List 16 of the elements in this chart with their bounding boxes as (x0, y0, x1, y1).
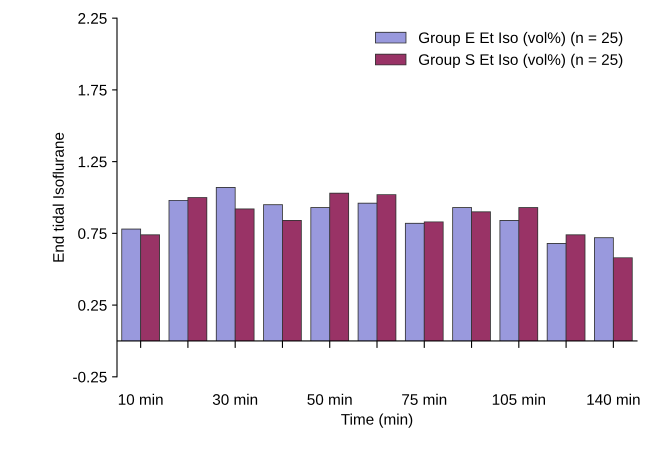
y-tick-label: 1.25 (78, 156, 107, 168)
y-axis-title: End tidal Isoflurane (52, 132, 64, 262)
x-tick-label: 10 min (118, 394, 163, 405)
legend-label: Group S Et Iso (vol%) (n = 25) (418, 54, 622, 68)
x-axis-title: Time (min) (341, 414, 412, 428)
x-tick-label: 105 min (492, 394, 546, 405)
y-tick-label: 2.25 (78, 13, 107, 24)
x-tick-label: 30 min (212, 394, 258, 405)
x-tick-label: 140 min (587, 394, 640, 405)
y-tick-label: 1.75 (78, 84, 107, 96)
legend-label: Group E Et Iso (vol%) (n = 25) (418, 32, 622, 46)
x-tick-label: 75 min (402, 394, 446, 405)
y-tick-label: 0.25 (78, 300, 107, 311)
y-tick-label: -0.25 (73, 372, 107, 383)
x-tick-label: 50 min (307, 394, 352, 405)
y-tick-label: 0.75 (78, 228, 107, 240)
